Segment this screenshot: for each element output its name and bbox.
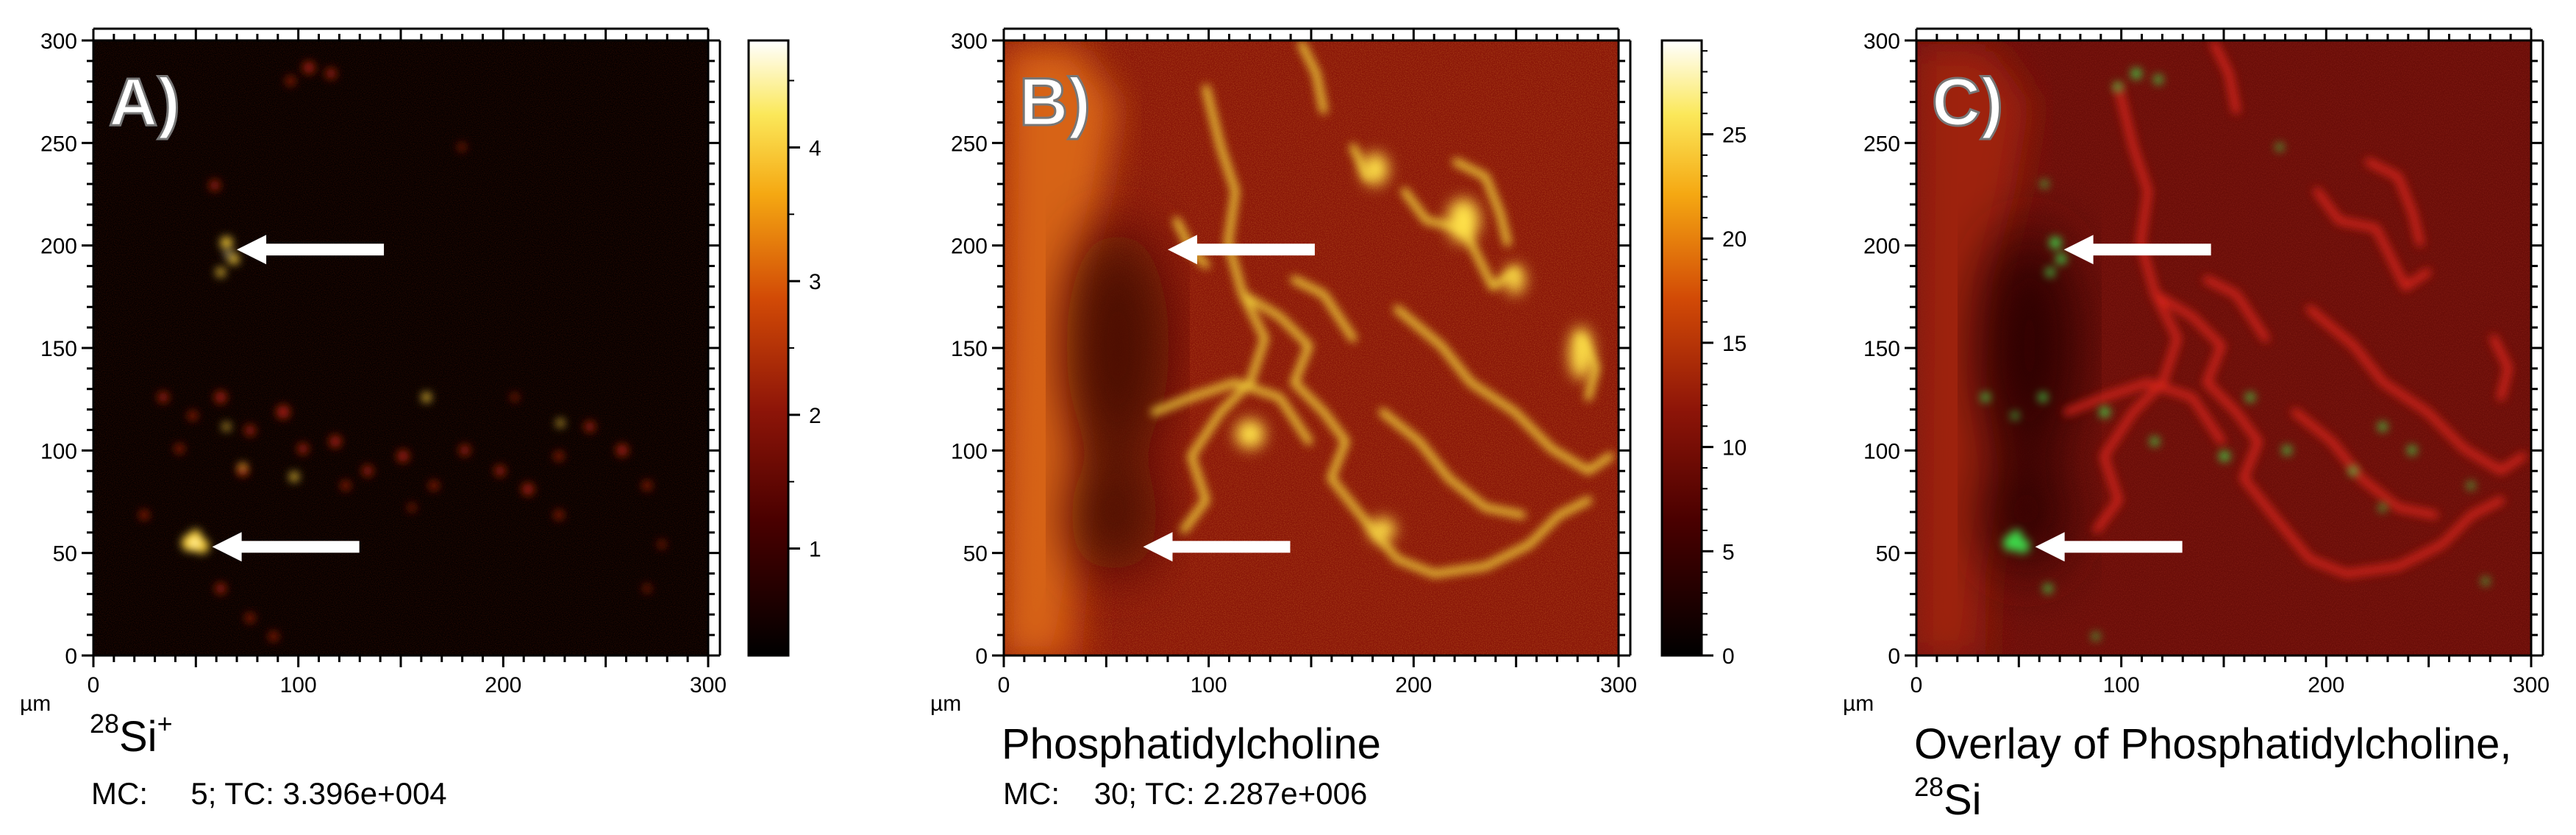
y-tick-label: 0	[975, 644, 988, 669]
unit-label: µm	[1843, 692, 1874, 716]
panel-c: C) 0 100 200 300 0 50 100 150 200 250 300 µm	[1843, 27, 2550, 716]
panel-b-letter: B)	[1019, 65, 1091, 140]
panel-b-hot-blobs	[1235, 153, 1593, 541]
panel-a-hotspots	[182, 237, 564, 553]
panel-a-ticks	[82, 27, 721, 667]
y-tick-label: 300	[1863, 29, 1900, 54]
panel-b-caption: Phosphatidylcholine	[1002, 720, 1381, 768]
y-tick-label: 0	[65, 644, 77, 669]
x-tick-label: 200	[2308, 673, 2344, 697]
panel-a: A) 1 2 3 4 0 100 200 300 0 50 100 150 200 250 300 µm	[20, 27, 821, 716]
panel-c-caption-superscript: 28	[1914, 771, 1944, 802]
x-tick-label: 200	[1395, 673, 1432, 697]
y-tick-label: 200	[40, 235, 77, 259]
y-tick-label: 150	[1863, 337, 1900, 361]
colorbar-tick-label: 2	[809, 404, 821, 428]
y-tick-label: 50	[53, 542, 77, 566]
y-tick-label: 300	[951, 29, 988, 54]
panel-b-arrow-1	[1167, 235, 1315, 265]
y-tick-label: 250	[1863, 132, 1900, 156]
panel-a-letter: A)	[109, 65, 180, 140]
x-tick-label: 0	[998, 673, 1010, 697]
colorbar-tick-label: 15	[1722, 332, 1747, 356]
panel-a-spots	[140, 62, 666, 641]
y-tick-label: 150	[40, 337, 77, 361]
y-tick-label: 200	[951, 235, 988, 259]
x-tick-label: 100	[2103, 673, 2140, 697]
x-tick-label: 0	[88, 673, 100, 697]
y-tick-label: 200	[1863, 235, 1900, 259]
panel-b-stats: MC: 30; TC: 2.287e+006	[1003, 776, 1368, 811]
panel-c-caption-line1: Overlay of Phosphatidylcholine,	[1914, 720, 2512, 768]
x-tick-label: 300	[1600, 673, 1637, 697]
panel-c-ticks	[1905, 27, 2544, 667]
x-tick-label: 300	[2513, 673, 2550, 697]
panel-b-ticks	[992, 27, 1632, 667]
panel-a-stats: MC: 5; TC: 3.396e+004	[91, 776, 447, 811]
y-tick-label: 150	[951, 337, 988, 361]
colorbar-tick-label: 1	[809, 538, 821, 562]
colorbar-tick-label: 0	[1722, 644, 1735, 669]
x-tick-label: 300	[690, 673, 727, 697]
x-tick-label: 100	[280, 673, 317, 697]
panel-b-image	[1004, 40, 1619, 655]
y-tick-label: 100	[40, 439, 77, 463]
panel-c-dark-regions	[1978, 228, 2081, 574]
x-tick-label: 100	[1191, 673, 1227, 697]
panel-c-letter: C)	[1932, 65, 2003, 140]
y-tick-label: 100	[951, 439, 988, 463]
panel-a-colorbar: 1 2 3 4	[747, 39, 821, 657]
y-tick-label: 300	[40, 29, 77, 54]
panel-a-arrow-1	[237, 235, 385, 265]
y-tick-label: 0	[1888, 644, 1900, 669]
panel-a-caption: 28Si+	[90, 710, 173, 761]
colorbar-tick-label: 3	[809, 270, 821, 294]
colorbar-tick-label: 10	[1722, 436, 1747, 461]
panel-b-dark-regions	[1066, 228, 1169, 574]
panel-a-bright-core	[190, 251, 231, 547]
panel-b-colorbar-ticks: 0 5 10 15 20 25	[1702, 50, 1747, 669]
colorbar-tick-label: 5	[1722, 540, 1735, 564]
panel-a-image	[93, 40, 708, 655]
panel-c-green-signal	[1981, 68, 2489, 640]
panel-c-caption-line2: 28Si	[1914, 773, 1982, 824]
unit-label: µm	[20, 692, 51, 716]
panel-b-arrow-2	[1143, 532, 1291, 562]
panel-c-image	[1916, 40, 2531, 655]
panel-c-left-region	[1916, 44, 2030, 655]
panel-a-caption-suffix: +	[157, 708, 173, 739]
panel-c-arrow-1	[2063, 235, 2211, 265]
panel-a-caption-superscript: 28	[90, 708, 119, 739]
panel-c-red-membranes	[2063, 40, 2527, 578]
unit-label: µm	[930, 692, 961, 716]
x-tick-label: 200	[485, 673, 521, 697]
colorbar-tick-label: 25	[1722, 124, 1747, 148]
y-tick-label: 250	[40, 132, 77, 156]
panel-b: B) 0 5 10 15 20 25 0 100 200 300 0 50 100 150 200 250 3…	[930, 27, 1747, 716]
panel-c-arrow-2	[2035, 532, 2183, 562]
colorbar-tick-label: 4	[809, 136, 821, 160]
y-tick-label: 250	[951, 132, 988, 156]
panel-b-colorbar: 0 5 10 15 20 25	[1660, 39, 1747, 669]
colorbar-tick-label: 20	[1722, 227, 1747, 252]
y-tick-label: 50	[1876, 542, 1900, 566]
panel-a-caption-main: Si	[119, 713, 157, 761]
panel-c-caption-main: Si	[1944, 776, 1982, 824]
y-tick-label: 50	[963, 542, 988, 566]
x-tick-label: 0	[1910, 673, 1923, 697]
panel-a-arrow-2	[212, 532, 360, 562]
panel-a-colorbar-ticks: 1 2 3 4	[788, 79, 821, 562]
y-tick-label: 100	[1863, 439, 1900, 463]
